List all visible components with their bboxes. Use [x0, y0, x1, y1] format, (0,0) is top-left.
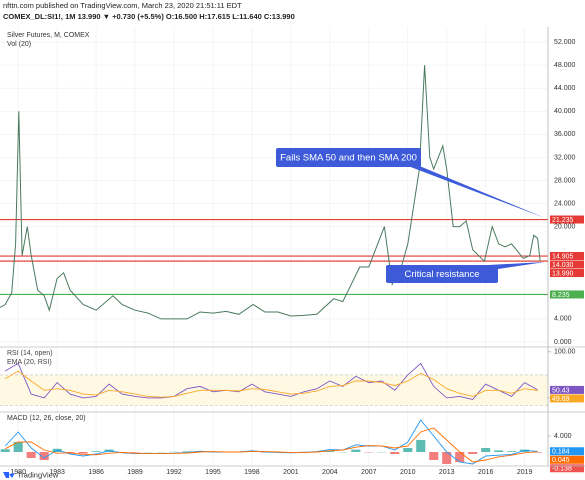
- histogram-bar: [494, 450, 504, 452]
- header-line: nfttn.com published on TradingView.com, …: [3, 1, 242, 10]
- x-tick-label: 1989: [127, 469, 143, 476]
- y-tick-label: 0.000: [554, 339, 572, 346]
- price-label-box: [550, 394, 584, 403]
- histogram-bar: [481, 448, 491, 452]
- x-tick-label: 2001: [283, 469, 299, 476]
- histogram-bar: [416, 440, 426, 452]
- histogram-bar: [26, 452, 36, 458]
- x-tick-label: 1998: [244, 469, 260, 476]
- callout-box: [386, 265, 498, 283]
- price-label-box: [550, 455, 584, 464]
- histogram-bar: [39, 452, 49, 460]
- histogram-bar: [351, 449, 361, 452]
- legend-entry: EMA (20, RSI): [7, 359, 52, 366]
- x-tick-label: 2010: [400, 469, 416, 476]
- histogram-bar: [325, 450, 335, 452]
- histogram-bar: [13, 442, 23, 452]
- histogram-bar: [468, 452, 478, 454]
- histogram-bar: [403, 448, 413, 452]
- band-fill: [0, 374, 548, 406]
- x-tick-label: 1983: [49, 469, 65, 476]
- price-label: 50.43: [552, 387, 570, 394]
- panes: 1980 1983 1986 1989 1992 1995 1998 2001 2004 2007…: [0, 27, 584, 476]
- histogram-bar: [390, 452, 400, 454]
- price-label: 0.045: [552, 457, 570, 464]
- y-tick-label: 4.000: [554, 316, 572, 323]
- price-label-box: [550, 252, 584, 261]
- price-label: 14.030: [552, 262, 574, 269]
- y-tick-label: 100.00: [554, 349, 576, 356]
- price-label-box: [550, 215, 584, 224]
- histogram-bar: [429, 452, 439, 460]
- indicator-line: [4, 362, 538, 401]
- price-label: 21.235: [552, 217, 574, 224]
- indicator-line: [4, 370, 538, 398]
- price-label-box: [550, 464, 584, 473]
- footer-brand: TradingView: [17, 470, 59, 479]
- indicator-line: [4, 427, 538, 463]
- histogram-bar: [78, 452, 88, 454]
- callout-text: Critical resistance: [405, 269, 480, 280]
- price-label: 49.69: [552, 396, 570, 403]
- x-tick-label: 2016: [478, 469, 494, 476]
- price-line: [0, 65, 541, 320]
- y-tick-label: 40.000: [554, 108, 576, 115]
- pane-title: Silver Futures, M, COMEX: [7, 32, 90, 39]
- x-tick-label: 2019: [517, 469, 533, 476]
- x-tick-label: 2007: [361, 469, 377, 476]
- x-tick-label: 2013: [439, 469, 455, 476]
- callout-box: [276, 148, 421, 167]
- x-tick-label: 2004: [322, 469, 338, 476]
- pane-subtitle: Vol (20): [7, 41, 31, 48]
- x-tick-label: 1992: [166, 469, 182, 476]
- y-tick-label: 44.000: [554, 85, 576, 92]
- histogram-bar: [91, 451, 101, 452]
- y-tick-label: 36.000: [554, 131, 576, 138]
- price-label-box: [550, 260, 584, 269]
- histogram-bar: [455, 452, 465, 462]
- y-tick-label: 32.000: [554, 154, 576, 161]
- price-label: 0.184: [552, 449, 570, 456]
- callout-arrow: [405, 160, 545, 218]
- price-label: 14.905: [552, 253, 574, 260]
- histogram-bar: [0, 449, 10, 452]
- price-label: 13.990: [552, 270, 574, 277]
- y-tick-label: 20.000: [554, 223, 576, 230]
- histogram-bar: [442, 452, 452, 464]
- price-label: -0.138: [552, 466, 572, 473]
- legend-entry: RSI (14, open): [7, 350, 53, 357]
- histogram-bar: [507, 451, 517, 452]
- header-line: COMEX_DL:SI1!, 1M 13.990 ▼ +0.730 (+5.5%…: [3, 12, 295, 21]
- y-tick-label: 24.000: [554, 200, 576, 207]
- price-label-box: [550, 385, 584, 394]
- logo-icon: [3, 472, 15, 478]
- y-tick-label: 28.000: [554, 177, 576, 184]
- price-label: 8.235: [552, 292, 570, 299]
- price-label-box: [550, 269, 584, 278]
- x-tick-label: 1980: [10, 469, 26, 476]
- y-tick-label: 52.000: [554, 39, 576, 46]
- callout-text: Fails SMA 50 and then SMA 200: [280, 153, 417, 164]
- price-label-box: [550, 447, 584, 456]
- x-tick-label: 1986: [88, 469, 104, 476]
- histogram-bar: [533, 452, 543, 453]
- x-tick-label: 1995: [205, 469, 221, 476]
- histogram-bar: [182, 451, 192, 452]
- y-tick-label: 4.000: [554, 433, 572, 440]
- y-tick-label: 48.000: [554, 62, 576, 69]
- price-label-box: [550, 290, 584, 299]
- pane-title: MACD (12, 26, close, 20): [7, 415, 86, 422]
